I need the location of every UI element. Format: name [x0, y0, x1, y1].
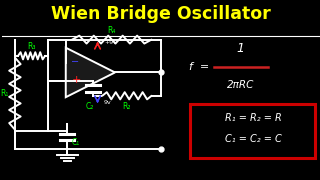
Text: +9v: +9v	[104, 40, 117, 45]
Text: R₄: R₄	[108, 26, 116, 35]
Polygon shape	[66, 48, 115, 97]
Text: C₁: C₁	[72, 138, 80, 147]
Text: f  =: f =	[188, 62, 209, 72]
Text: C₁ = C₂ = C: C₁ = C₂ = C	[225, 134, 282, 145]
Text: R₂: R₂	[123, 102, 131, 111]
Text: −: −	[71, 57, 80, 67]
Text: +: +	[71, 75, 81, 86]
Text: R₁: R₁	[1, 89, 9, 98]
Text: R₃: R₃	[27, 42, 36, 51]
Text: Wien Bridge Oscillator: Wien Bridge Oscillator	[51, 5, 271, 23]
Text: 1: 1	[236, 42, 244, 55]
Text: 9v: 9v	[104, 100, 112, 105]
Text: 2πRC: 2πRC	[227, 80, 254, 90]
Text: R₁ = R₂ = R: R₁ = R₂ = R	[225, 113, 282, 123]
FancyBboxPatch shape	[190, 104, 315, 158]
Text: C₂: C₂	[85, 102, 94, 111]
